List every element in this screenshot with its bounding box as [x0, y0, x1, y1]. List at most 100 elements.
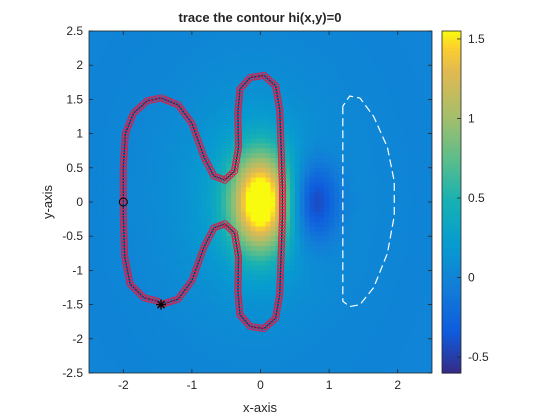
heatmap-cell: [427, 265, 432, 271]
heatmap-cell: [172, 177, 178, 184]
heatmap-cell: [378, 40, 384, 47]
heatmap-cell: [309, 289, 315, 296]
heatmap-cell: [172, 167, 178, 174]
heatmap-cell: [152, 104, 159, 110]
heatmap-cell: [133, 231, 139, 237]
heatmap-cell: [103, 158, 110, 164]
heatmap-cell: [392, 45, 399, 52]
heatmap-cell: [240, 255, 247, 262]
heatmap-cell: [191, 329, 198, 335]
heatmap-cell: [167, 55, 173, 61]
heatmap-cell: [250, 50, 257, 57]
heatmap-cell: [285, 221, 291, 228]
heatmap-cell: [260, 285, 266, 291]
heatmap-cell: [89, 294, 95, 301]
heatmap-cell: [343, 99, 350, 105]
heatmap-cell: [231, 343, 237, 350]
heatmap-cell: [93, 294, 100, 301]
contour-marker: [188, 119, 196, 127]
heatmap-cell: [334, 348, 340, 355]
heatmap-cell: [103, 285, 110, 291]
heatmap-cell: [294, 226, 301, 232]
heatmap-cell: [182, 270, 188, 276]
heatmap-cell: [348, 162, 355, 169]
heatmap-cell: [167, 338, 173, 345]
heatmap-cell: [338, 123, 345, 130]
heatmap-cell: [196, 84, 203, 91]
heatmap-cell: [255, 182, 262, 188]
heatmap-cell: [201, 50, 208, 57]
heatmap-cell: [89, 197, 95, 203]
heatmap-cell: [294, 299, 301, 306]
heatmap-cell: [89, 236, 95, 242]
heatmap-cell: [138, 309, 144, 315]
heatmap-cell: [417, 187, 423, 193]
heatmap-cell: [216, 55, 222, 61]
heatmap-cell: [407, 114, 413, 120]
heatmap-cell: [113, 84, 119, 91]
heatmap-cell: [265, 255, 271, 262]
heatmap-cell: [348, 79, 355, 86]
heatmap-cell: [363, 187, 369, 193]
heatmap-cell: [368, 89, 374, 96]
heatmap-cell: [201, 260, 208, 267]
heatmap-cell: [211, 148, 217, 154]
heatmap-cell: [392, 245, 399, 252]
heatmap-cell: [397, 79, 404, 86]
heatmap-cell: [309, 275, 315, 281]
heatmap-cell: [118, 118, 124, 125]
heatmap-cell: [250, 128, 257, 135]
heatmap-cell: [358, 79, 364, 86]
heatmap-cell: [280, 99, 286, 105]
heatmap-cell: [93, 45, 100, 52]
heatmap-cell: [314, 99, 320, 105]
heatmap-cell: [108, 65, 115, 71]
heatmap-cell: [133, 270, 139, 276]
heatmap-cell: [427, 358, 432, 364]
heatmap-cell: [138, 138, 144, 144]
heatmap-cell: [152, 167, 159, 174]
heatmap-cell: [187, 314, 193, 320]
heatmap-cell: [133, 89, 139, 96]
heatmap-cell: [387, 299, 394, 306]
heatmap-cell: [123, 368, 129, 373]
heatmap-cell: [363, 202, 369, 208]
heatmap-cell: [231, 353, 237, 359]
heatmap-cell: [392, 285, 399, 291]
heatmap-cell: [383, 216, 389, 223]
heatmap-cell: [226, 255, 232, 262]
heatmap-cell: [265, 89, 271, 96]
heatmap-cell: [196, 338, 203, 345]
heatmap-cell: [103, 368, 110, 373]
heatmap-cell: [358, 294, 364, 301]
heatmap-cell: [255, 231, 262, 237]
heatmap-cell: [265, 114, 271, 120]
heatmap-cell: [397, 45, 404, 52]
heatmap-cell: [172, 270, 178, 276]
heatmap-cell: [152, 236, 159, 242]
heatmap-cell: [353, 65, 360, 71]
heatmap-cell: [118, 40, 124, 47]
heatmap-cell: [133, 84, 139, 91]
heatmap-cell: [358, 241, 364, 247]
heatmap-cell: [407, 55, 413, 61]
heatmap-cell: [177, 289, 183, 296]
heatmap-cell: [309, 118, 315, 125]
heatmap-cell: [407, 299, 413, 306]
heatmap-cell: [260, 158, 266, 164]
heatmap-cell: [162, 270, 168, 276]
heatmap-cell: [123, 70, 129, 76]
heatmap-cell: [118, 304, 124, 311]
heatmap-cell: [260, 31, 266, 37]
heatmap-cell: [191, 182, 198, 188]
heatmap-cell: [255, 192, 262, 198]
heatmap-cell: [250, 289, 257, 296]
heatmap-cell: [255, 79, 262, 86]
heatmap-cell: [329, 84, 335, 91]
heatmap-cell: [187, 89, 193, 96]
heatmap-cell: [383, 241, 389, 247]
heatmap-cell: [142, 309, 149, 315]
heatmap-cell: [363, 211, 369, 218]
heatmap-cell: [221, 304, 227, 311]
heatmap-cell: [211, 118, 217, 125]
